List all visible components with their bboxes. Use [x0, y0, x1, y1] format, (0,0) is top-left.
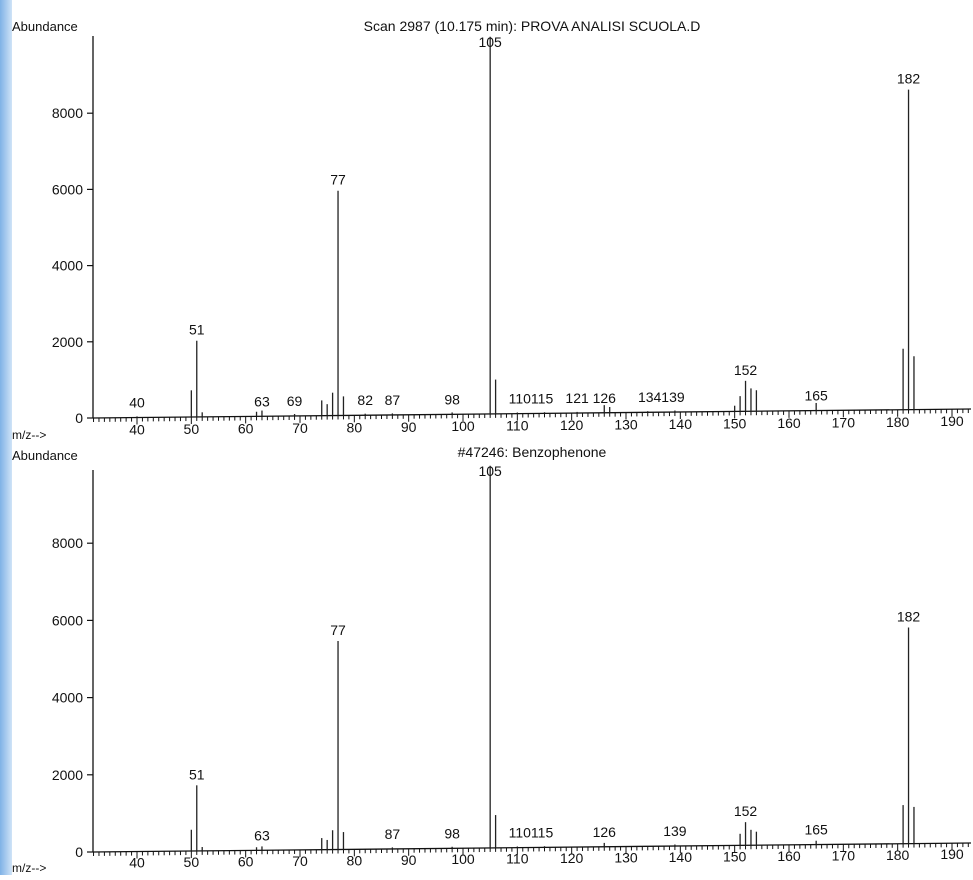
- panel1-peak-label: 105: [478, 34, 502, 50]
- panel2-x-axis-line: [92, 842, 972, 853]
- panel1-x-tick-label: 160: [777, 415, 801, 431]
- panel2-y-tick-label: 4000: [52, 690, 83, 706]
- panel2-y-tick-label: 2000: [52, 767, 83, 783]
- panel1-y-tick-label: 8000: [52, 105, 83, 121]
- panel2-x-tick-label: 130: [614, 850, 638, 866]
- panel2-y-tick-label: 0: [75, 844, 83, 860]
- panel2-peak-label: 110115: [509, 825, 554, 841]
- panel1-peak-label: 134139: [638, 389, 685, 405]
- panel1-x-tick-label: 140: [669, 416, 693, 432]
- panel1-peak-label: 82: [357, 392, 373, 408]
- panel2-x-tick-label: 50: [184, 854, 200, 870]
- panel1-y-tick-label: 6000: [52, 181, 83, 197]
- panel2-chart-title: #47246: Benzophenone: [458, 444, 607, 460]
- panel2-peak-label: 105: [478, 463, 502, 479]
- panel1-peak-label: 110115: [509, 391, 554, 407]
- panel1-peak-label: 126: [593, 390, 617, 406]
- panel2-x-tick-label: 40: [129, 855, 145, 871]
- panel2-peak-label: 126: [593, 824, 617, 840]
- panel2-x-tick-label: 100: [451, 851, 475, 867]
- panel1-x-tick-label: 70: [292, 420, 308, 436]
- panel2-y-axis-label: Abundance: [12, 448, 78, 463]
- panel1-peak-label: 182: [897, 71, 921, 87]
- panel1-peak-label: 165: [804, 388, 828, 404]
- panel1-peak-label: 121: [565, 390, 589, 406]
- panel2-peak-label: 182: [897, 608, 921, 624]
- panel1-peak-label: 69: [287, 393, 303, 409]
- panel2-y-tick-label: 8000: [52, 535, 83, 551]
- panel2-peak-label: 63: [254, 827, 270, 843]
- panel2-peak-label: 77: [330, 622, 346, 638]
- panel2-peak-label: 165: [804, 822, 828, 838]
- panel2-x-tick-label: 170: [832, 847, 856, 863]
- panel2-x-tick-label: 110: [506, 851, 529, 867]
- panel1-x-tick-label: 130: [614, 417, 638, 433]
- panel2-x-axis-label: m/z-->: [12, 861, 46, 875]
- panel2-x-tick-label: 180: [886, 847, 910, 863]
- panel1-chart-title: Scan 2987 (10.175 min): PROVA ANALISI SC…: [364, 18, 701, 34]
- panel2-x-tick-label: 80: [347, 852, 363, 868]
- panel1-x-tick-label: 190: [940, 413, 964, 429]
- panel1-x-tick-label: 110: [506, 418, 529, 434]
- panel1-x-tick-label: 60: [238, 420, 254, 436]
- panel1-x-tick-label: 120: [560, 417, 584, 433]
- panel1-y-tick-label: 4000: [52, 258, 83, 274]
- panel2-peak-label: 87: [385, 826, 401, 842]
- panel1-x-tick-label: 80: [347, 419, 363, 435]
- panel1-y-tick-label: 2000: [52, 334, 83, 350]
- panel1-x-tick-label: 50: [184, 421, 200, 437]
- panel1-x-tick-label: 180: [886, 414, 910, 430]
- panel2-x-tick-label: 140: [669, 849, 693, 865]
- panel2-x-tick-label: 70: [292, 853, 308, 869]
- panel1-x-tick-label: 170: [832, 414, 856, 430]
- panel1-x-axis-line: [92, 408, 972, 419]
- panel1-y-axis-label: Abundance: [12, 19, 78, 34]
- panel1-y-tick-label: 0: [75, 410, 83, 426]
- panel2-peak-label: 152: [734, 803, 758, 819]
- panel1-peak-label: 40: [129, 395, 145, 411]
- slide-frame-edge: [0, 0, 12, 875]
- panel2-x-tick-label: 60: [238, 853, 254, 869]
- panel1-x-tick-label: 150: [723, 415, 747, 431]
- panel2-peak-label: 139: [663, 823, 687, 839]
- panel1-x-tick-label: 40: [129, 422, 145, 438]
- panel2-peak-label: 51: [189, 766, 205, 782]
- panel2-x-tick-label: 90: [401, 852, 417, 868]
- panel1-x-tick-label: 90: [401, 419, 417, 435]
- panel2-x-tick-label: 190: [940, 846, 964, 862]
- panel2-x-tick-label: 120: [560, 850, 584, 866]
- panel2-x-tick-label: 160: [777, 848, 801, 864]
- panel1-x-axis-label: m/z-->: [12, 428, 46, 442]
- panel1-peak-label: 51: [189, 322, 205, 338]
- panel2-y-tick-label: 6000: [52, 612, 83, 628]
- panel1-peak-label: 63: [254, 393, 270, 409]
- panel1-peak-label: 77: [330, 172, 346, 188]
- panel2-x-tick-label: 150: [723, 848, 747, 864]
- panel2-peak-label: 98: [444, 825, 460, 841]
- panel1-peak-label: 152: [734, 362, 758, 378]
- panel1-peak-label: 98: [444, 391, 460, 407]
- panel1-peak-label: 87: [385, 392, 401, 408]
- panel1-x-tick-label: 100: [451, 418, 475, 434]
